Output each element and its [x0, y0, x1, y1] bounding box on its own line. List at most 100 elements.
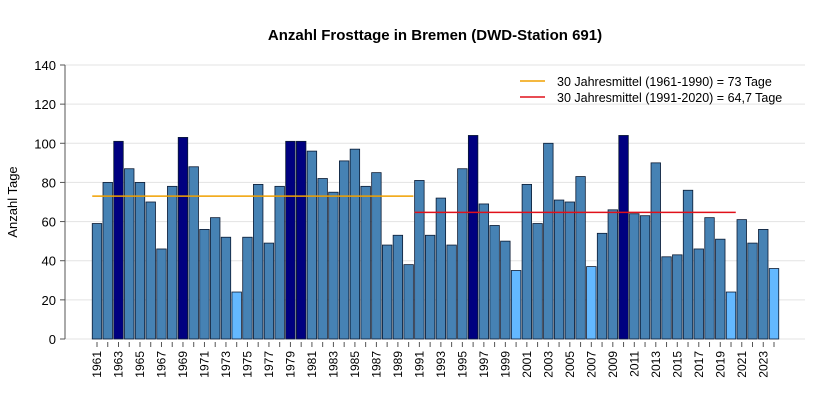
bar-1966 — [145, 201, 156, 340]
bar-1977 — [263, 242, 275, 340]
bar-1985 — [349, 148, 361, 340]
x-tick-label: 2009 — [606, 351, 620, 378]
bar-2008 — [596, 232, 608, 340]
x-tick-label: 1971 — [197, 351, 211, 378]
bar-1984 — [339, 160, 350, 340]
x-tick-label: 1967 — [154, 351, 168, 378]
bar-1972 — [210, 217, 221, 340]
bar-1962 — [102, 182, 113, 340]
bar-2003 — [543, 142, 554, 340]
bar-1982 — [317, 178, 328, 340]
x-tick-label: 2011 — [627, 351, 641, 377]
bar-2007 — [586, 266, 597, 340]
bar-2016 — [682, 189, 694, 340]
bar-1963 — [113, 140, 124, 340]
bar-1969 — [177, 137, 189, 340]
bar-1978 — [274, 185, 285, 340]
chart-title: Anzahl Frosttage in Bremen (DWD-Station … — [268, 27, 602, 44]
y-tick-label: 40 — [42, 254, 56, 269]
bar-2019 — [715, 238, 726, 340]
y-axis-label: Anzahl Tage — [5, 166, 20, 237]
x-tick-label: 2007 — [584, 351, 598, 378]
bar-2005 — [564, 201, 575, 340]
bar-1986 — [360, 185, 371, 340]
x-tick-label: 1991 — [412, 351, 426, 378]
bar-1997 — [478, 203, 490, 340]
bar-1999 — [500, 240, 511, 340]
legend-label-2: 30 Jahresmittel (1991-2020) = 64,7 Tage — [557, 91, 782, 105]
bar-1970 — [188, 166, 199, 340]
bar-2002 — [532, 223, 543, 340]
bar-2012 — [639, 215, 651, 340]
x-tick-label: 2003 — [541, 351, 555, 378]
bar-1989 — [392, 234, 404, 340]
x-tick-label: 2019 — [713, 351, 727, 378]
bar-2013 — [650, 162, 661, 340]
x-tick-label: 1985 — [348, 351, 362, 378]
x-tick-label: 1997 — [477, 351, 491, 378]
x-tick-label: 1963 — [111, 351, 125, 378]
y-tick-label: 120 — [34, 97, 56, 112]
y-tick-label: 80 — [42, 175, 56, 190]
bar-1976 — [253, 183, 264, 340]
x-tick-label: 1993 — [434, 351, 448, 378]
x-tick-label: 2017 — [692, 351, 706, 378]
bar-1990 — [403, 264, 414, 340]
x-tick-label: 1999 — [498, 351, 512, 378]
x-tick-label: 1995 — [455, 351, 469, 378]
bar-2020 — [725, 291, 737, 340]
x-tick-label: 2021 — [735, 351, 749, 378]
bar-2009 — [607, 209, 618, 340]
bar-1983 — [328, 191, 339, 340]
bar-1961 — [91, 223, 103, 340]
bar-2014 — [661, 256, 672, 340]
x-tick-label: 1977 — [262, 351, 276, 378]
bar-2004 — [553, 199, 565, 340]
legend-label-1: 30 Jahresmittel (1961-1990) = 73 Tage — [557, 75, 772, 89]
bar-1965 — [134, 182, 146, 340]
bar-2006 — [575, 176, 586, 340]
bar-1975 — [242, 236, 253, 340]
x-tick-label: 1983 — [326, 351, 340, 378]
bar-1968 — [167, 185, 178, 340]
bar-2001 — [521, 183, 532, 340]
bar-1996 — [467, 135, 479, 340]
bar-2018 — [704, 217, 715, 340]
bar-2015 — [672, 254, 683, 340]
x-tick-label: 1975 — [240, 351, 254, 378]
x-tick-label: 1987 — [369, 351, 383, 378]
bar-1987 — [371, 172, 382, 340]
bar-1991 — [414, 180, 425, 340]
bar-2000 — [510, 270, 522, 340]
x-tick-label: 1969 — [176, 351, 190, 378]
bar-1967 — [156, 248, 167, 340]
y-tick-label: 100 — [34, 136, 56, 151]
x-tick-label: 2015 — [670, 351, 684, 378]
x-tick-label: 1961 — [90, 351, 104, 378]
bar-2010 — [618, 135, 629, 340]
x-tick-label: 1979 — [283, 351, 297, 378]
bar-2011 — [629, 213, 640, 340]
bar-1980 — [296, 140, 307, 340]
bar-1964 — [124, 168, 135, 340]
bar-1981 — [306, 150, 318, 340]
bar-1971 — [199, 228, 210, 340]
x-tick-label: 1989 — [391, 351, 405, 378]
x-tick-label: 1973 — [219, 351, 233, 378]
x-tick-label: 1981 — [305, 351, 319, 378]
x-tick-label: 2013 — [649, 351, 663, 378]
x-tick-label: 1965 — [133, 351, 147, 378]
y-tick-label: 0 — [49, 332, 56, 347]
bar-1988 — [381, 244, 393, 340]
bar-2022 — [747, 242, 758, 340]
x-tick-label: 2001 — [520, 351, 534, 378]
x-tick-label: 2005 — [563, 351, 577, 378]
bar-1992 — [424, 234, 436, 340]
bar-1995 — [457, 168, 468, 340]
y-tick-label: 60 — [42, 215, 56, 230]
bar-2017 — [693, 248, 704, 340]
y-tick-label: 140 — [34, 58, 56, 73]
bar-2021 — [736, 219, 747, 340]
